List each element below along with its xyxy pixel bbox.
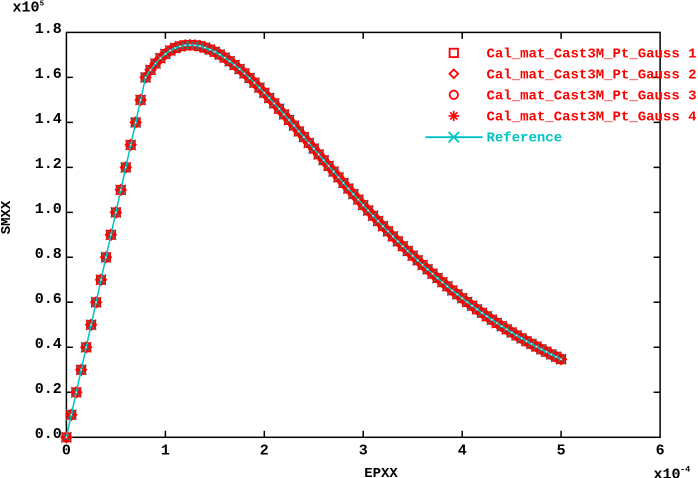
svg-text:-4: -4 — [680, 464, 690, 474]
svg-text:0.8: 0.8 — [35, 246, 62, 263]
svg-text:1.0: 1.0 — [35, 201, 62, 218]
svg-text:3: 3 — [359, 443, 368, 460]
svg-text:0.2: 0.2 — [35, 381, 62, 398]
svg-text:SMXX: SMXX — [0, 200, 15, 234]
svg-text:Reference: Reference — [487, 131, 563, 147]
svg-text:Cal_mat_Cast3M_Pt_Gauss 2: Cal_mat_Cast3M_Pt_Gauss 2 — [487, 68, 697, 84]
svg-text:x10: x10 — [654, 467, 681, 478]
svg-text:2: 2 — [260, 443, 269, 460]
svg-text:Cal_mat_Cast3M_Pt_Gauss 1: Cal_mat_Cast3M_Pt_Gauss 1 — [487, 47, 697, 63]
svg-text:1.2: 1.2 — [35, 156, 62, 173]
svg-text:0: 0 — [62, 443, 71, 460]
svg-text:6: 6 — [656, 443, 665, 460]
svg-text:0.4: 0.4 — [35, 336, 62, 353]
svg-text:0.6: 0.6 — [35, 291, 62, 308]
svg-text:Cal_mat_Cast3M_Pt_Gauss 4: Cal_mat_Cast3M_Pt_Gauss 4 — [487, 110, 697, 126]
svg-text:Cal_mat_Cast3M_Pt_Gauss 3: Cal_mat_Cast3M_Pt_Gauss 3 — [487, 89, 697, 105]
svg-text:0.0: 0.0 — [35, 426, 62, 443]
svg-text:EPXX: EPXX — [364, 466, 398, 478]
svg-text:1.8: 1.8 — [35, 21, 62, 38]
svg-text:5: 5 — [557, 443, 566, 460]
svg-text:1.6: 1.6 — [35, 66, 62, 83]
svg-text:x10: x10 — [13, 0, 40, 17]
svg-text:4: 4 — [458, 443, 467, 460]
svg-text:1: 1 — [161, 443, 170, 460]
svg-text:1.4: 1.4 — [35, 111, 62, 128]
svg-text:5: 5 — [40, 1, 45, 9]
